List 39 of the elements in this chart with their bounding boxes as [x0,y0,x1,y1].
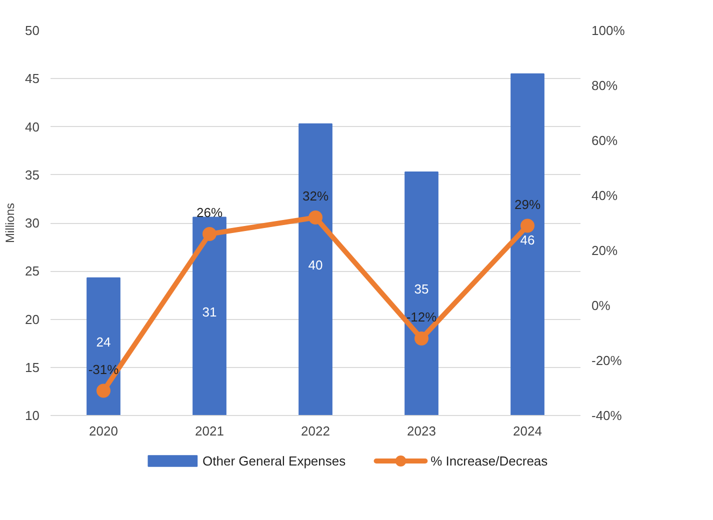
y-tick-label: 25 [25,264,40,279]
data-label: 46 [520,232,535,248]
y2-tick-label: 100% [592,23,626,38]
x-tick-label: 2020 [89,424,118,438]
point [202,227,216,241]
y-tick-label: 40 [25,119,40,134]
y-tick-label: 20 [25,312,40,327]
data-label: 31 [202,304,217,320]
y-tick-label: 15 [25,360,40,375]
data-label: 40 [308,258,323,273]
x-tick-label: 2022 [301,424,330,438]
data-label: 32% [302,188,329,204]
y2-tick-label: 60% [592,133,618,148]
data-label: 24 [96,334,111,350]
y2-tick-label: 0% [592,298,611,313]
y2-tick-label: -20% [592,353,622,368]
point [520,218,534,233]
x-tick-label: 2023 [407,424,436,438]
x-tick-label: 2024 [513,424,542,438]
legend-label: % Increase/Decreas [430,454,548,468]
point [96,384,110,398]
y2-tick-label: 40% [592,188,618,203]
y-tick-label: 35 [25,167,40,182]
legend-label: Other General Expenses [202,454,346,468]
data-label: 29% [514,196,541,212]
y2-tick-label: 80% [592,78,618,93]
data-label: 26% [196,205,223,220]
y-tick-label: 10 [25,408,40,423]
y-tick-label: 30 [25,216,40,230]
point [308,210,322,224]
y-tick-label: 45 [25,71,40,86]
data-label: -12% [406,310,438,324]
y2-tick-label: -40% [592,408,622,423]
data-label: 35 [414,282,429,297]
y-tick-label: 50 [25,23,40,38]
y-axis-title: Millions [3,202,18,244]
y2-tick-label: 20% [592,243,618,258]
x-tick-label: 2021 [195,424,224,438]
point [414,332,428,346]
